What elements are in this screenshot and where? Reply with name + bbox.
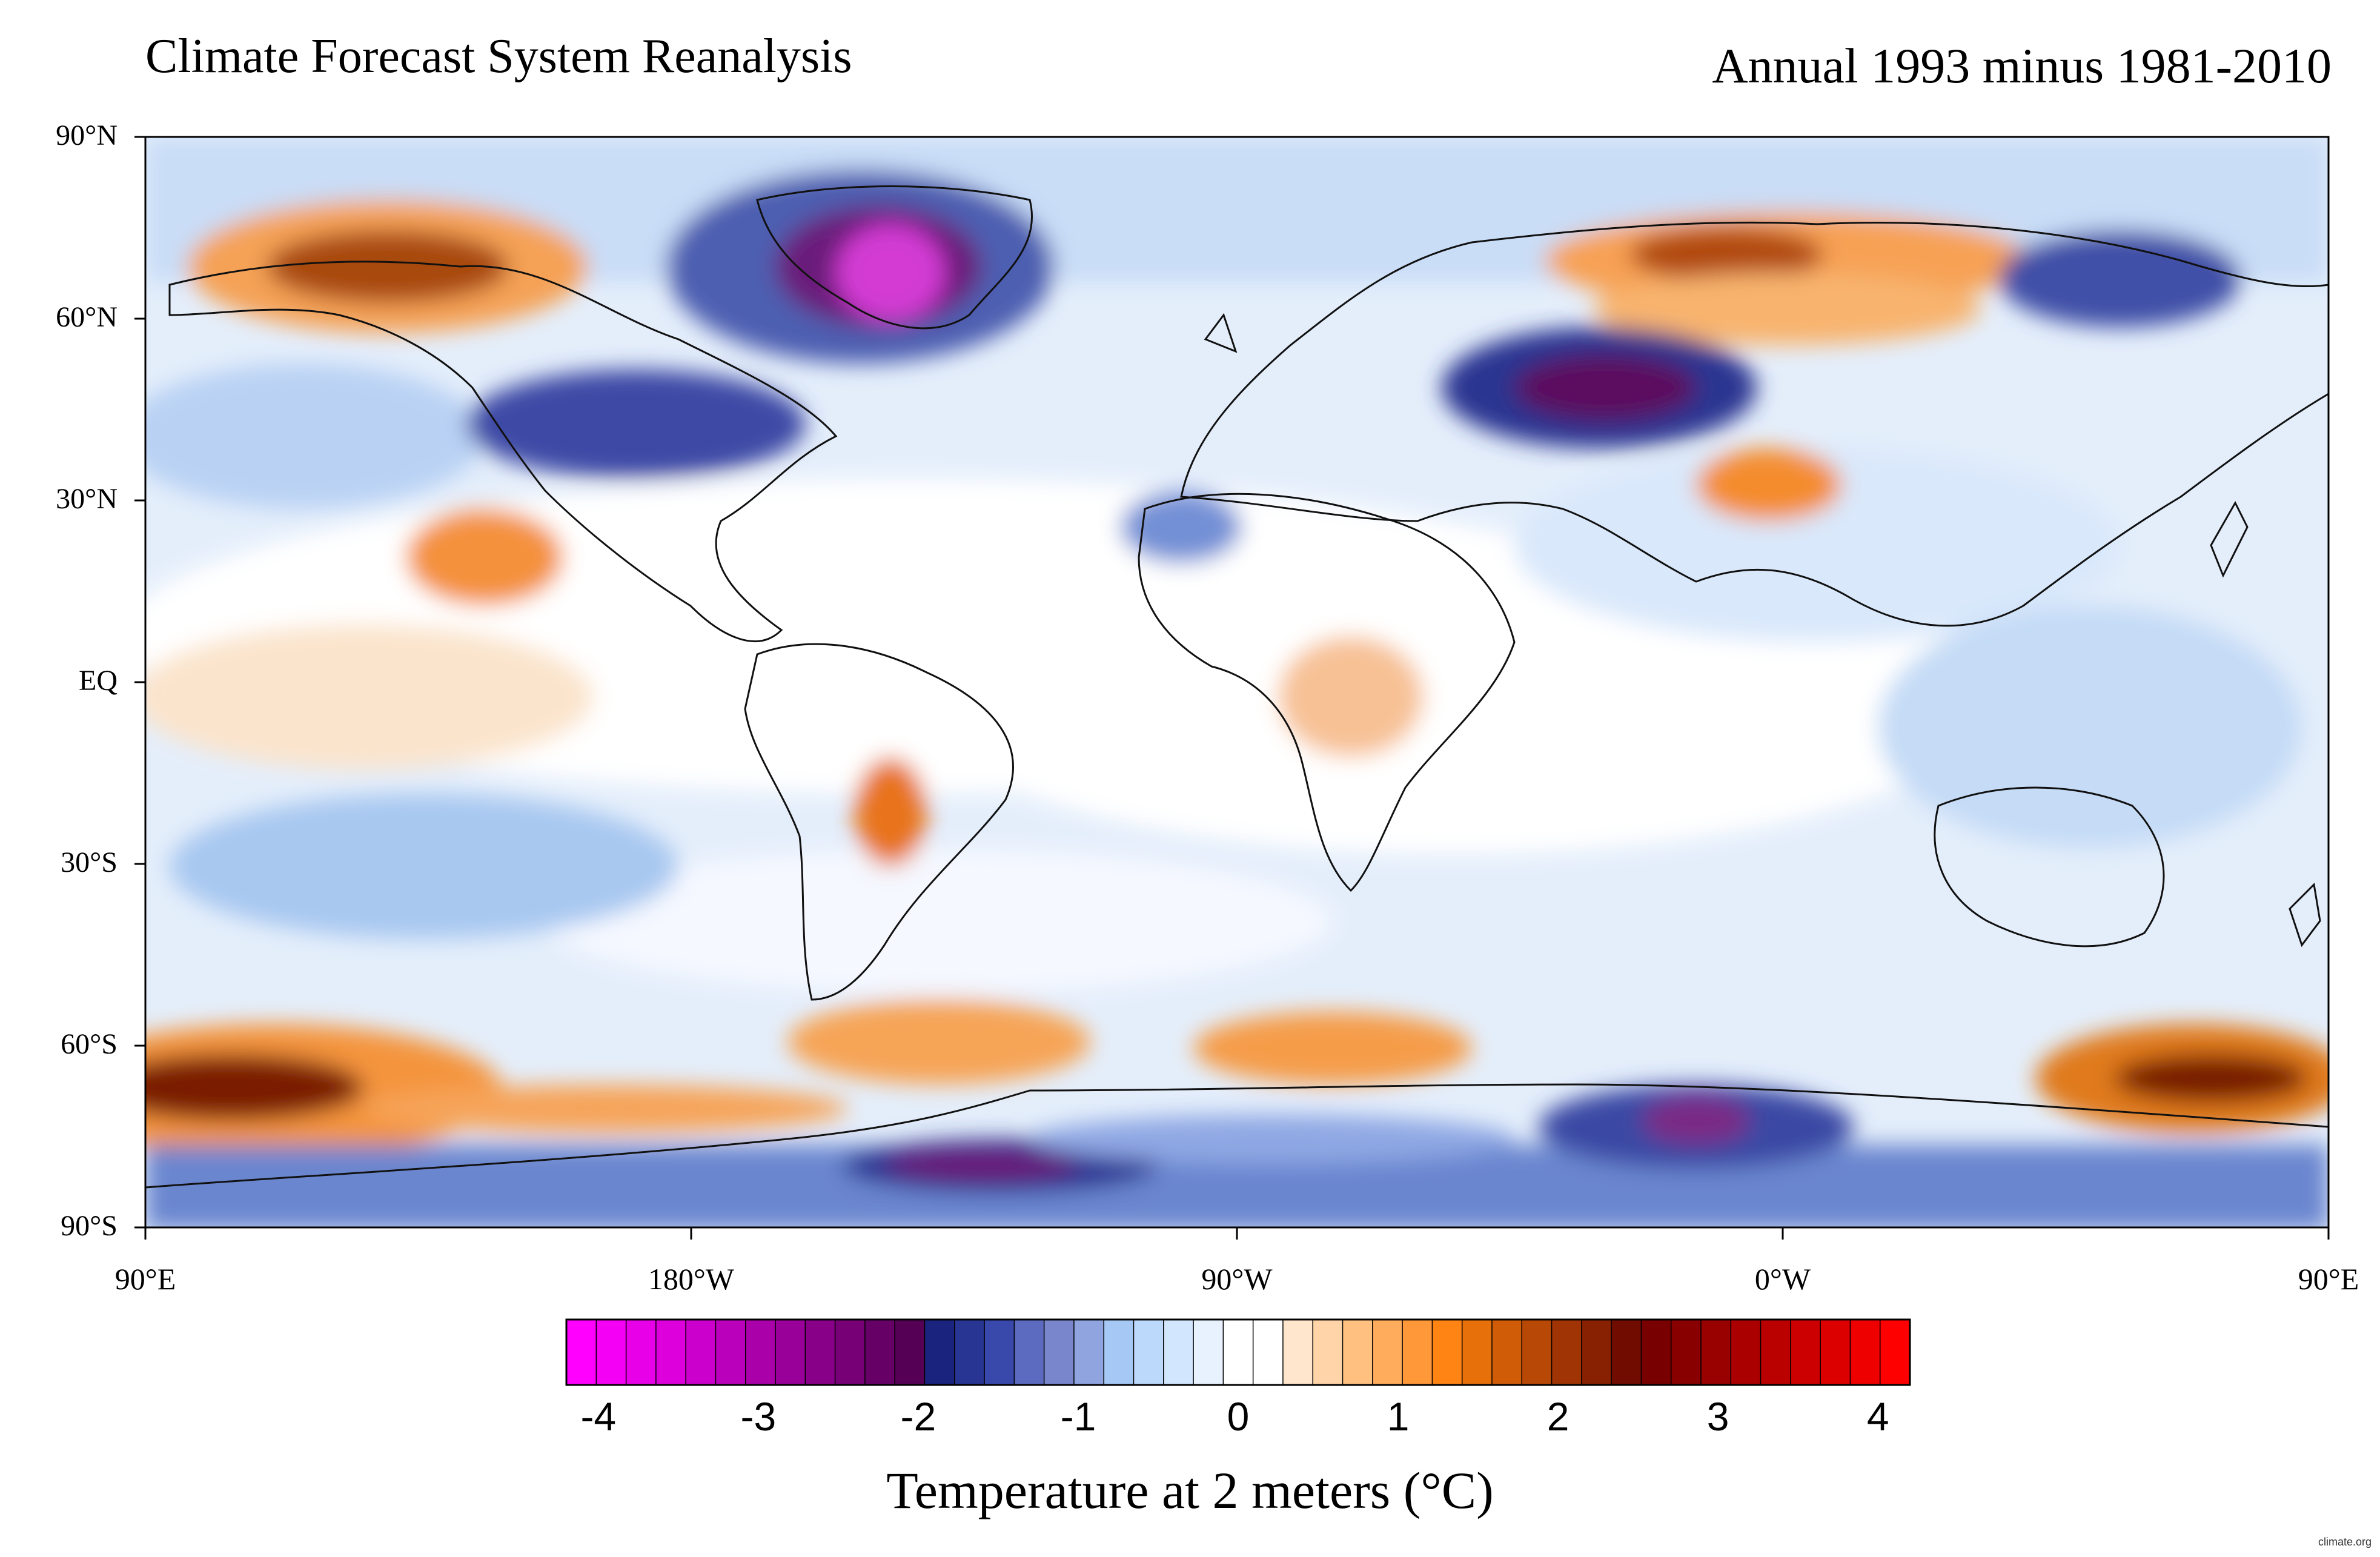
lon-label-90w: 90°W	[1201, 1262, 1273, 1296]
colorbar-swatch	[1670, 1319, 1702, 1386]
colorbar-swatch	[804, 1319, 836, 1386]
colorbar-swatch	[1700, 1319, 1732, 1386]
colorbar-swatch	[1431, 1319, 1463, 1386]
lon-label-90e-left: 90°E	[114, 1262, 176, 1296]
colorbar-swatch	[775, 1319, 806, 1386]
lon-label-90e-right: 90°E	[2298, 1262, 2359, 1296]
colorbar-swatch	[984, 1319, 1015, 1386]
colorbar-swatch	[1372, 1319, 1404, 1386]
colorbar-swatch	[1551, 1319, 1583, 1386]
watermark: climate.org	[2318, 1536, 2372, 1548]
colorbar-swatch	[1133, 1319, 1165, 1386]
lat-label-30n: 30°N	[56, 483, 118, 515]
colorbar-swatch	[1222, 1319, 1254, 1386]
lat-label-60s: 60°S	[61, 1028, 118, 1060]
colorbar-frame	[565, 1318, 1911, 1386]
colorbar-tick-label: 0	[1227, 1394, 1250, 1439]
colorbar-swatch	[1879, 1319, 1911, 1386]
colorbar-swatch	[1491, 1319, 1523, 1386]
colorbar-swatch	[1611, 1319, 1642, 1386]
colorbar-swatch	[894, 1319, 926, 1386]
colorbar-tick-label: -3	[740, 1394, 777, 1439]
colorbar-swatch	[1282, 1319, 1314, 1386]
lat-label-90s: 90°S	[61, 1210, 118, 1242]
axis-ticks	[134, 136, 2330, 1240]
lon-label-0w: 0°W	[1754, 1262, 1811, 1296]
colorbar-swatch	[1461, 1319, 1493, 1386]
colorbar-swatch	[1342, 1319, 1374, 1386]
colorbar-tick-label: -2	[900, 1394, 936, 1439]
colorbar-tick-label: 4	[1866, 1394, 1889, 1439]
colorbar-swatch	[1103, 1319, 1135, 1386]
colorbar-swatch	[1402, 1319, 1433, 1386]
colorbar-swatch	[595, 1319, 627, 1386]
colorbar-swatch	[864, 1319, 896, 1386]
chart-subtitle: Annual 1993 minus 1981-2010	[1712, 38, 2332, 93]
colorbar	[565, 1318, 1911, 1386]
colorbar-swatch	[1581, 1319, 1613, 1386]
colorbar-swatch	[1730, 1319, 1762, 1386]
colorbar-tick-label: -4	[580, 1394, 617, 1439]
colorbar-swatch	[625, 1319, 657, 1386]
coastlines	[145, 185, 2329, 1189]
colorbar-swatch	[1640, 1319, 1672, 1386]
colorbar-tick-label: 3	[1706, 1394, 1729, 1439]
colorbar-swatch	[1193, 1319, 1224, 1386]
colorbar-title: Temperature at 2 meters (°C)	[886, 1461, 1494, 1519]
lat-label-90n: 90°N	[56, 119, 118, 151]
lat-label-30s: 30°S	[61, 846, 118, 878]
colorbar-swatch	[655, 1319, 687, 1386]
lat-label-eq: EQ	[79, 665, 118, 697]
colorbar-tick-label: 1	[1387, 1394, 1410, 1439]
colorbar-swatch	[566, 1319, 597, 1386]
colorbar-swatch	[1252, 1319, 1284, 1386]
colorbar-swatch	[954, 1319, 986, 1386]
chart-title: Climate Forecast System Reanalysis	[145, 30, 852, 83]
colorbar-tick-label: -1	[1060, 1394, 1096, 1439]
colorbar-swatch	[1073, 1319, 1105, 1386]
colorbar-tick-label: 2	[1546, 1394, 1570, 1439]
lat-label-60n: 60°N	[56, 301, 118, 333]
lon-label-180w: 180°W	[648, 1262, 735, 1296]
colorbar-swatch	[1163, 1319, 1195, 1386]
colorbar-swatch	[715, 1319, 746, 1386]
colorbar-swatch	[1312, 1319, 1344, 1386]
anomaly-field	[145, 137, 2329, 1227]
colorbar-swatch	[834, 1319, 866, 1386]
colorbar-swatch	[685, 1319, 717, 1386]
colorbar-swatch	[1013, 1319, 1045, 1386]
colorbar-swatch	[1849, 1319, 1881, 1386]
colorbar-swatch	[1043, 1319, 1075, 1386]
colorbar-swatch	[924, 1319, 956, 1386]
colorbar-swatch	[1790, 1319, 1821, 1386]
colorbar-swatch	[1820, 1319, 1851, 1386]
colorbar-swatch	[1760, 1319, 1792, 1386]
colorbar-swatch	[744, 1319, 777, 1386]
colorbar-swatch	[1521, 1319, 1553, 1386]
